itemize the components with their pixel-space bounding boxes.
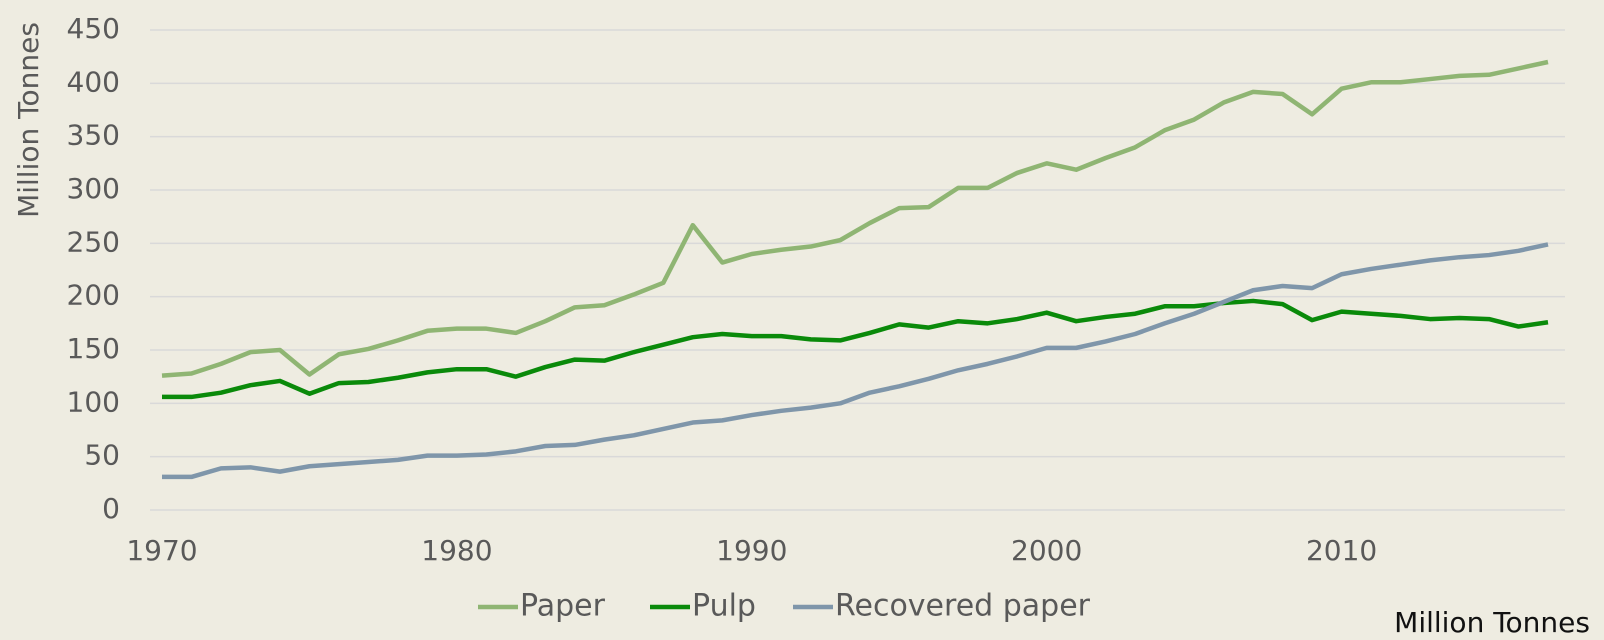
y-tick-label: 450 <box>67 12 120 45</box>
y-tick-label: 400 <box>67 65 120 98</box>
x-tick-label: 2010 <box>1306 534 1377 567</box>
y-tick-label: 200 <box>67 279 120 312</box>
x-tick-label: 1970 <box>126 534 197 567</box>
legend-label: Paper <box>520 589 606 624</box>
y-tick-label: 350 <box>67 119 120 152</box>
y-axis-label: Million Tonnes <box>12 22 45 218</box>
y-tick-label: 300 <box>67 172 120 205</box>
x-tick-label: 1980 <box>421 534 492 567</box>
line <box>162 298 1549 400</box>
line <box>162 242 1549 480</box>
annotation: Million Tonnes <box>1394 606 1590 639</box>
y-tick-label: 150 <box>67 332 120 365</box>
line <box>161 59 1549 378</box>
legend-label: Pulp <box>692 589 756 624</box>
x-tick-label: 2000 <box>1011 534 1082 567</box>
y-tick-label: 100 <box>67 385 120 418</box>
y-tick-label: 250 <box>67 225 120 258</box>
y-tick-label: 50 <box>84 439 120 472</box>
x-tick-label: 1990 <box>716 534 787 567</box>
legend-label: Recovered paper <box>835 589 1091 624</box>
y-tick-label: 0 <box>102 492 120 525</box>
